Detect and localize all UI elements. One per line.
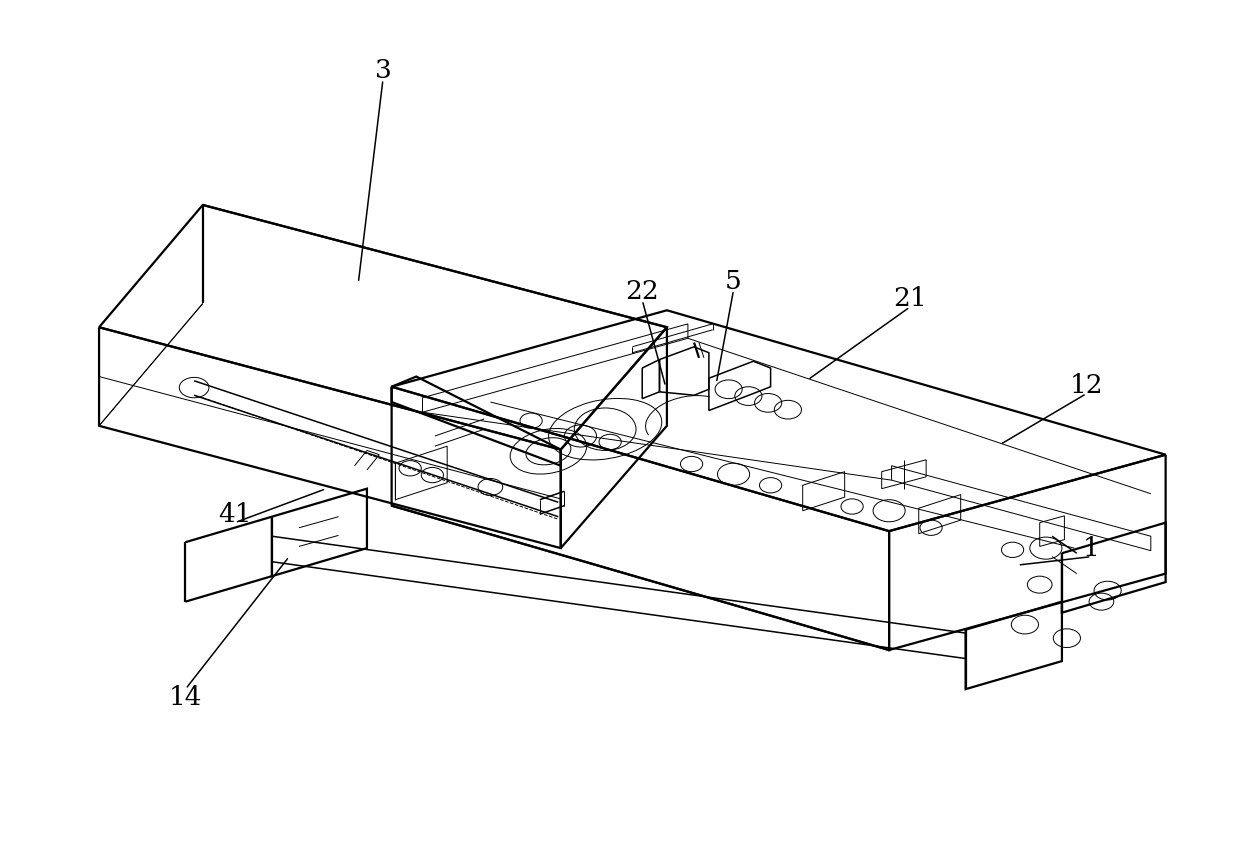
Text: 21: 21 [893, 286, 928, 311]
Text: 41: 41 [218, 502, 252, 527]
Text: 1: 1 [1084, 535, 1100, 561]
Text: 12: 12 [1070, 373, 1104, 398]
Text: 22: 22 [625, 279, 660, 304]
Text: 3: 3 [374, 58, 392, 83]
Text: 14: 14 [169, 685, 202, 711]
Text: 5: 5 [725, 268, 742, 294]
